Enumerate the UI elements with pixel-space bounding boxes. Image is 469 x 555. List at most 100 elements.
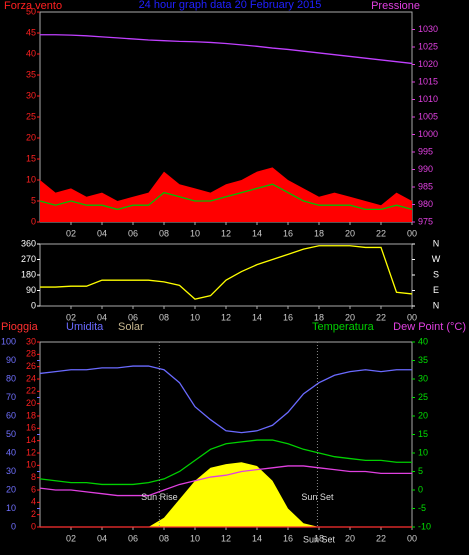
- legend-entry: Temperatura: [312, 321, 375, 333]
- y2-tick-label: 25: [418, 392, 428, 402]
- x-tick-label: 22: [376, 312, 386, 322]
- y2-tick-label: 35: [418, 355, 428, 365]
- y3-tick-label: 8: [31, 472, 36, 482]
- y2-tick-label: 15: [418, 429, 428, 439]
- y2-tick-label: N: [433, 300, 440, 310]
- y-tick-label: 15: [26, 153, 36, 163]
- y3-tick-label: 26: [26, 361, 36, 371]
- x-tick-label: 20: [345, 312, 355, 322]
- y-tick-label: 50: [6, 429, 16, 439]
- y-tick-label: 40: [6, 447, 16, 457]
- x-tick-label: 22: [376, 228, 386, 238]
- y-tick-label: 5: [31, 195, 36, 205]
- y2-tick-label: 1005: [418, 111, 438, 121]
- x-tick-label: 04: [97, 312, 107, 322]
- line: [39, 465, 412, 497]
- x-tick-label: 02: [66, 312, 76, 322]
- x-tick-label: 14: [252, 312, 262, 322]
- x-tick-label: 04: [97, 533, 107, 543]
- x-tick-label: 06: [128, 228, 138, 238]
- y2-tick-label: E: [433, 285, 439, 295]
- y-axis-label: Forza vento: [4, 0, 62, 12]
- area: [40, 167, 412, 222]
- x-tick-label: 12: [221, 533, 231, 543]
- y3-tick-label: 4: [31, 497, 36, 507]
- y3-tick-label: 0: [31, 521, 36, 531]
- x-tick-label: 22: [376, 533, 386, 543]
- y3-tick-label: 10: [26, 460, 36, 470]
- y2-tick-label: S: [433, 269, 439, 279]
- y2-tick-label: 1015: [418, 76, 438, 86]
- y2-tick-label: 985: [418, 181, 433, 191]
- y3-tick-label: 20: [26, 398, 36, 408]
- annotation: Sun Rise: [141, 492, 178, 502]
- y2-tick-label: 5: [418, 466, 423, 476]
- x-tick-label: 20: [345, 533, 355, 543]
- x-tick-label: 14: [252, 228, 262, 238]
- y-tick-label: 0: [31, 216, 36, 226]
- y-tick-label: 0: [11, 521, 16, 531]
- x-tick-label: 06: [128, 312, 138, 322]
- line: [39, 365, 412, 434]
- y3-tick-label: 22: [26, 386, 36, 396]
- y-tick-label: 20: [6, 484, 16, 494]
- y2-tick-label: 990: [418, 164, 433, 174]
- annotation: Sun Set: [301, 492, 334, 502]
- y-tick-label: 10: [26, 174, 36, 184]
- y3-tick-label: 18: [26, 410, 36, 420]
- y-tick-label: 90: [6, 355, 16, 365]
- x-tick-label: 16: [283, 228, 293, 238]
- x-tick-label: 16: [283, 533, 293, 543]
- x-tick-label: 12: [221, 312, 231, 322]
- y2-tick-label: 30: [418, 373, 428, 383]
- legend-entry: Dew Point (°C): [393, 321, 466, 333]
- area: [40, 462, 412, 527]
- y-tick-label: 30: [6, 466, 16, 476]
- y2-tick-label: 1030: [418, 24, 438, 34]
- y-tick-label: 80: [6, 373, 16, 383]
- x-tick-label: 18: [314, 533, 324, 543]
- x-tick-label: 00: [407, 533, 417, 543]
- y-tick-label: 360: [21, 238, 36, 248]
- x-tick-label: 00: [407, 312, 417, 322]
- y-tick-label: 180: [21, 269, 36, 279]
- y3-tick-label: 30: [26, 336, 36, 346]
- y2-tick-label: 975: [418, 216, 433, 226]
- legend-entry: Pioggia: [1, 321, 39, 333]
- y-tick-label: 270: [21, 254, 36, 264]
- y3-tick-label: 14: [26, 435, 36, 445]
- y-tick-label: 60: [6, 410, 16, 420]
- y2-tick-label: 995: [418, 146, 433, 156]
- y-tick-label: 20: [26, 132, 36, 142]
- annotation: Sun Set: [303, 534, 336, 544]
- x-tick-label: 00: [407, 228, 417, 238]
- chart-title: 24 hour graph data 20 February 2015: [139, 0, 322, 11]
- y2-axis-label: Pressione: [371, 0, 420, 12]
- y2-tick-label: W: [432, 254, 441, 264]
- y2-tick-label: 10: [418, 447, 428, 457]
- y-tick-label: 45: [26, 27, 36, 37]
- x-tick-label: 04: [97, 228, 107, 238]
- y-tick-label: 50: [26, 6, 36, 16]
- y-tick-label: 25: [26, 111, 36, 121]
- y3-tick-label: 24: [26, 373, 36, 383]
- y-tick-label: 90: [26, 285, 36, 295]
- line: [40, 34, 413, 65]
- y2-tick-label: -5: [418, 503, 426, 513]
- y2-tick-label: 40: [418, 336, 428, 346]
- y3-tick-label: 12: [26, 447, 36, 457]
- y2-tick-label: 1025: [418, 41, 438, 51]
- line: [39, 439, 412, 486]
- x-tick-label: 02: [66, 533, 76, 543]
- x-tick-label: 16: [283, 312, 293, 322]
- x-tick-label: 08: [159, 228, 169, 238]
- y-tick-label: 10: [6, 503, 16, 513]
- y-tick-label: 40: [26, 48, 36, 58]
- x-tick-label: 14: [252, 533, 262, 543]
- y-tick-label: 30: [26, 90, 36, 100]
- x-tick-label: 20: [345, 228, 355, 238]
- y2-tick-label: 1010: [418, 94, 438, 104]
- y2-tick-label: -10: [418, 521, 431, 531]
- y3-tick-label: 28: [26, 349, 36, 359]
